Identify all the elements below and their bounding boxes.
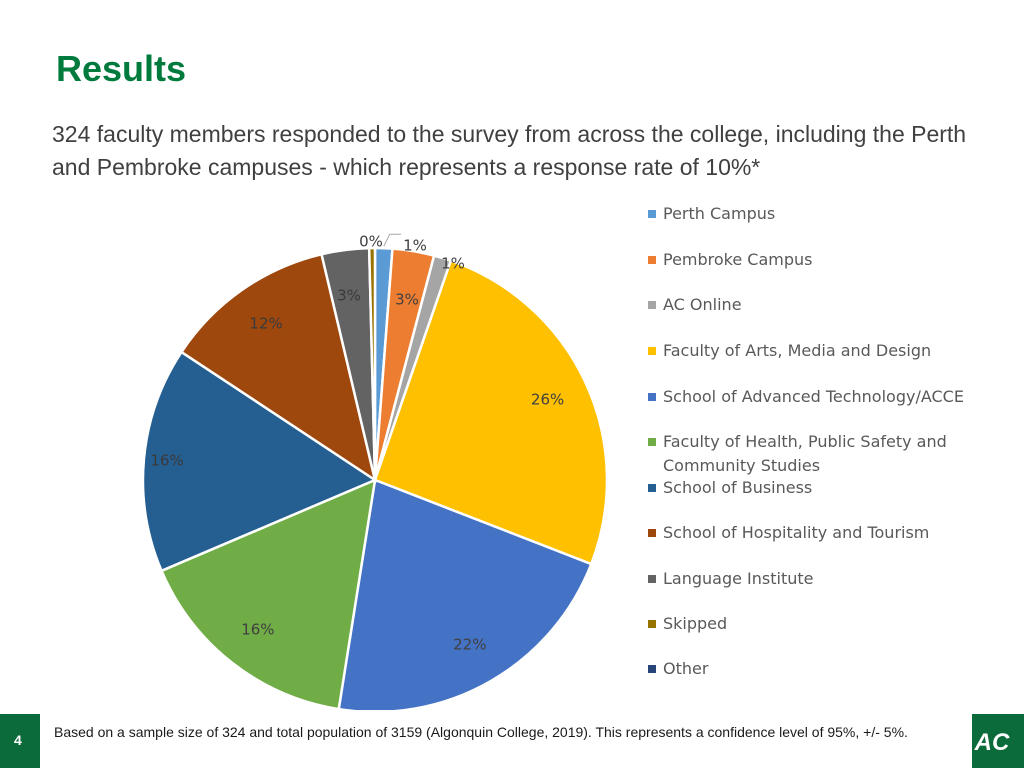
footnote: Based on a sample size of 324 and total … [54,724,908,740]
legend-swatch [648,438,656,446]
pie-leader-lines [383,233,401,247]
legend-label: Faculty of Health, Public Safety and Com… [663,432,947,475]
pie-slice-school-of-hospitality-and-tourism [179,252,377,483]
legend-item-skipped: Skipped [648,612,998,636]
slide-subtitle: 324 faculty members responded to the sur… [52,121,967,180]
pie-label-skipped: 0% [359,233,383,251]
legend-label: Perth Campus [663,204,776,223]
legend-label: Other [663,659,709,678]
leader-line-perth-campus [383,233,401,247]
pie-label-school-of-hospitality-and-tourism: 12% [249,315,282,333]
legend-item-faculty-of-health-public-safety-and-community-studies: Faculty of Health, Public Safety and Com… [648,430,998,478]
legend-label: Faculty of Arts, Media and Design [663,341,932,360]
pie-label-ac-online: 1% [441,255,465,273]
legend-swatch [648,620,656,628]
pie-label-school-of-business: 16% [150,452,183,470]
legend-swatch [648,484,656,492]
footer-note-area [40,714,972,768]
legend-item-pembroke-campus: Pembroke Campus [648,248,998,272]
legend-label: School of Business [663,478,813,497]
legend-label: School of Advanced Technology/ACCE [663,387,964,406]
chart-legend: Perth Campus Pembroke Campus AC Online Facu… [648,200,1008,690]
legend-item-language-institute: Language Institute [648,567,998,591]
pie-data-labels: 1% 3% 1% 26% 22% 16% 16% 12% 3% 0% [150,233,564,654]
legend-label: Language Institute [663,569,814,588]
pie-chart: 1% 3% 1% 26% 22% 16% 16% 12% 3% 0% [141,233,609,710]
pie-label-faculty-of-health-public-safety-and-community-studies: 16% [241,621,274,639]
legend-item-school-of-advanced-technology-acce: School of Advanced Technology/ACCE [648,385,998,409]
legend-item-school-of-business: School of Business [648,476,998,500]
pie-slice-skipped [367,246,377,481]
legend-label: AC Online [663,295,742,314]
legend-label: School of Hospitality and Tourism [663,523,930,542]
legend-label: Skipped [663,614,728,633]
legend-item-faculty-of-arts-media-and-design: Faculty of Arts, Media and Design [648,339,998,363]
pie-slices [141,246,609,710]
pie-label-language-institute: 3% [337,287,361,305]
legend-swatch [648,665,656,673]
pie-label-perth-campus: 1% [403,237,427,255]
legend-swatch [648,210,656,218]
legend-swatch [648,529,656,537]
pie-slice-faculty-of-health-public-safety-and-community-studies [159,477,377,710]
pie-slice-faculty-of-arts-media-and-design [373,259,609,566]
pie-slice-school-of-advanced-technology-acce [337,478,593,710]
legend-item-school-of-hospitality-and-tourism: School of Hospitality and Tourism [648,521,998,545]
legend-swatch [648,301,656,309]
legend-item-ac-online: AC Online [648,293,998,317]
logo-text: AC [974,729,1010,756]
pie-label-faculty-of-arts-media-and-design: 26% [531,391,564,409]
legend-swatch [648,347,656,355]
pie-label-pembroke-campus: 3% [395,291,419,309]
legend-item-other: Other [648,657,998,681]
page-number: 4 [14,732,22,748]
legend-swatch [648,393,656,401]
legend-swatch [648,575,656,583]
legend-swatch [648,256,656,264]
legend-item-perth-campus: Perth Campus [648,202,998,226]
algonquin-logo-icon: AC [974,729,1010,756]
legend-label: Pembroke Campus [663,250,813,269]
slide-title: Results [56,48,187,89]
pie-slice-school-of-business [141,350,378,573]
pie-label-school-of-advanced-technology-acce: 22% [453,636,486,654]
